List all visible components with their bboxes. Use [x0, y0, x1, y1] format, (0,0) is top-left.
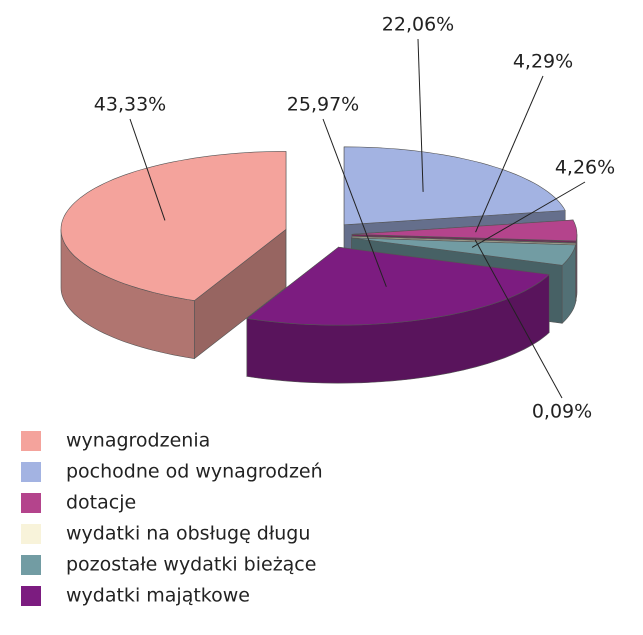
data-label: 22,06%	[382, 14, 454, 36]
slice-top	[60, 151, 287, 301]
legend-swatch	[21, 493, 41, 513]
leader-line	[474, 239, 563, 399]
legend-label: wydatki na obsługę długu	[66, 523, 310, 545]
data-label: 4,26%	[555, 157, 615, 179]
data-label: 25,97%	[287, 94, 359, 116]
legend-swatch	[21, 555, 41, 575]
legend-swatch	[21, 431, 41, 451]
slice	[60, 151, 287, 360]
slice	[246, 246, 550, 384]
data-label: 0,09%	[532, 401, 592, 423]
legend-label: wydatki majątkowe	[66, 585, 250, 607]
legend-label: pozostałe wydatki bieżące	[66, 554, 316, 576]
legend-swatch	[21, 524, 41, 544]
legend-label: dotacje	[66, 492, 136, 514]
slice-top	[246, 246, 550, 326]
data-label: 43,33%	[94, 94, 166, 116]
legend-swatch	[21, 462, 41, 482]
leader-line	[322, 118, 387, 287]
legend-label: wynagrodzenia	[66, 430, 210, 452]
slice-top	[351, 235, 577, 244]
legend-swatch	[21, 586, 41, 606]
leader-line	[129, 118, 166, 221]
slice-top	[351, 219, 578, 242]
leader-line	[471, 181, 586, 248]
leader-line	[475, 75, 544, 233]
data-label: 4,29%	[513, 51, 573, 73]
legend-label: pochodne od wynagrodzeń	[66, 461, 323, 483]
slice-top	[351, 237, 576, 266]
leader-line	[417, 38, 424, 192]
slice-top	[343, 146, 566, 226]
